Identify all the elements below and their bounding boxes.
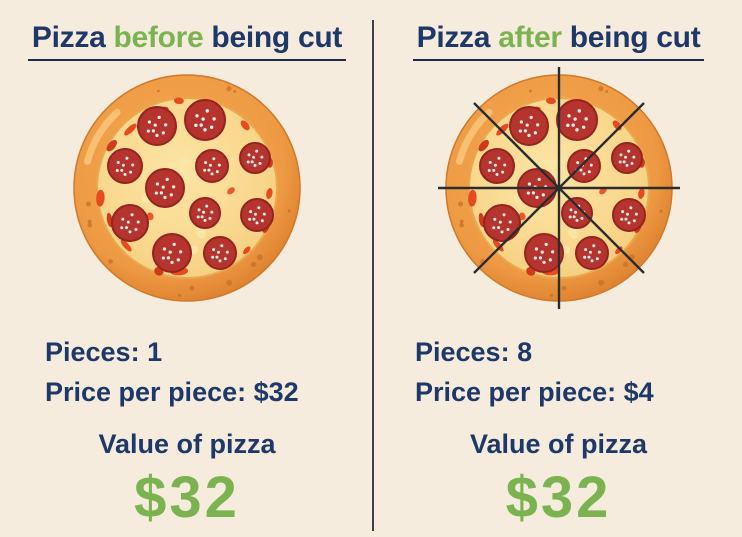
title-underline: Pizza before being cut [27,20,347,61]
pieces-count: Pieces: 8 [415,337,533,367]
stats-after: Pieces: 8 Price per piece: $4 [415,332,654,412]
pieces-count: Pieces: 1 [45,337,163,367]
title-underline: Pizza after being cut [412,20,705,61]
panel-title-before: Pizza before being cut [0,20,374,61]
crust-highlight [452,81,665,295]
pizza-illustration-cut [435,64,683,312]
panel-after: Pizza after being cut Pieces: 8 Price pe… [375,0,742,537]
title-text-highlight: before [113,21,204,54]
title-text-highlight: after [498,21,562,54]
pizza-cut-lines [437,67,680,309]
pizza-illustration-uncut [63,64,311,312]
title-text-pre: Pizza [416,21,499,54]
column-divider-line [372,20,374,531]
crust-speckles [86,86,291,298]
panel-title-after: Pizza after being cut [375,20,742,61]
stats-before: Pieces: 1 Price per piece: $32 [45,332,299,412]
crust-highlight [80,81,294,295]
title-text-post: being cut [203,21,343,54]
pepperoni-pizza-uncut [73,74,301,302]
price-per-piece: Price per piece: $32 [45,377,299,407]
title-text-pre: Pizza [31,21,114,54]
pepperoni-pizza-cut-8 [437,67,680,309]
value-label: Value of pizza [469,429,648,459]
pepperoni-slices [107,99,274,273]
value-amount: $32 [505,465,612,530]
crust-speckles [457,86,663,298]
price-per-piece: Price per piece: $4 [415,377,654,407]
value-amount: $32 [134,465,240,530]
value-label: Value of pizza [98,429,276,459]
panel-before: Pizza before being cut Pieces: 1 Price p… [0,20,374,530]
title-text-post: being cut [561,21,701,54]
